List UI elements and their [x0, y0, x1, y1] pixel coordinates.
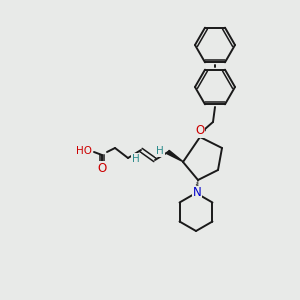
Text: N: N [193, 187, 201, 200]
Text: O: O [98, 161, 106, 175]
Text: O: O [195, 124, 205, 137]
Polygon shape [167, 150, 183, 162]
Text: H: H [156, 146, 164, 156]
Text: H: H [132, 154, 140, 164]
Text: HO: HO [76, 146, 92, 156]
